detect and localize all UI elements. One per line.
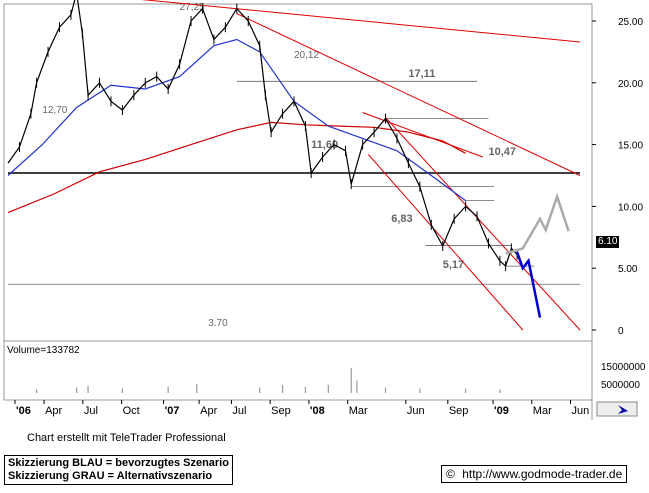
time-tick-label: '08: [310, 405, 325, 417]
fast-moving-average: [7, 38, 466, 202]
trend-line: [368, 154, 524, 331]
time-tick-label: '07: [165, 405, 180, 417]
trend-lines: [141, 0, 581, 331]
volume-panel-frame: [3, 340, 593, 401]
slow-moving-average: [7, 121, 466, 214]
website-url[interactable]: http://www.godmode-trader.de: [462, 467, 623, 481]
level-label: 10,47: [488, 146, 516, 158]
trend-line: [141, 0, 581, 43]
price-tick-label: 5.00: [618, 264, 638, 275]
level-label: 20,12: [294, 50, 319, 61]
price-tick-label: 25.00: [618, 17, 643, 28]
time-axis: '06 Apr Jul Oct '07 Apr Jul Sep '08 Mar Jun Sep '09 M…: [14, 400, 590, 417]
toolbar-button[interactable]: [596, 401, 638, 417]
volume-tick-label: 15000000: [601, 362, 646, 373]
time-tick-label: Oct: [123, 405, 140, 417]
legend-box: Skizzierung BLAU = bevorzugtes Szenario …: [4, 455, 233, 485]
legend-gray: Skizzierung GRAU = Alternativszenario: [8, 470, 213, 482]
chart-credit: Chart erstellt mit TeleTrader Profession…: [27, 432, 226, 444]
time-tick-label: Apr: [45, 405, 62, 417]
volume-axis: 15000000 5000000: [601, 362, 646, 391]
price-series-group: [7, 0, 570, 318]
trend-line: [385, 117, 581, 331]
trend-line: [362, 112, 483, 158]
price-tick-label: 20.00: [618, 79, 643, 90]
time-tick-label: '06: [16, 405, 31, 417]
volume-tick-label: 5000000: [601, 380, 640, 391]
level-label: 12,70: [42, 105, 67, 116]
scenario-blue-path: [515, 251, 542, 318]
level-label: 5,17: [443, 259, 464, 271]
level-label: 3.70: [208, 318, 228, 329]
time-tick-label: Sep: [449, 405, 469, 417]
level-label: 27,25: [180, 2, 205, 13]
legend-blue: Skizzierung BLAU = bevorzugtes Szenario: [8, 457, 229, 469]
volume-bars: [35, 367, 501, 393]
pointer-icon: [618, 405, 628, 414]
time-tick-label: Jun: [407, 405, 425, 417]
time-tick-label: Apr: [200, 405, 217, 417]
price-line: [7, 0, 518, 268]
support-resistance-levels: 27,2520,1217,1112,7011,6010,476,835,173.…: [8, 2, 580, 329]
time-tick-label: Jun: [572, 405, 590, 417]
price-tick-label: 15.00: [618, 141, 643, 152]
volume-label: Volume=133782: [7, 345, 80, 356]
copyright-icon: ©: [446, 467, 455, 481]
scenario-gray-path: [505, 192, 570, 255]
time-tick-label: Sep: [271, 405, 291, 417]
time-tick-label: Mar: [533, 405, 552, 417]
price-tick-label: 0: [618, 326, 624, 337]
price-tick-label: 10.00: [618, 202, 643, 213]
time-tick-label: Jul: [232, 405, 246, 417]
time-tick-label: Jul: [84, 405, 98, 417]
trend-line: [236, 13, 581, 176]
level-label: 6,83: [391, 213, 412, 225]
level-label: 17,11: [408, 68, 435, 80]
last-price-badge: 6.10: [596, 236, 620, 248]
price-axis: 25.00 20.00 15.00 10.00 5.00 0: [592, 17, 643, 337]
time-tick-label: Mar: [349, 405, 368, 417]
time-tick-label: '09: [494, 405, 509, 417]
url-box[interactable]: © http://www.godmode-trader.de: [441, 465, 628, 483]
